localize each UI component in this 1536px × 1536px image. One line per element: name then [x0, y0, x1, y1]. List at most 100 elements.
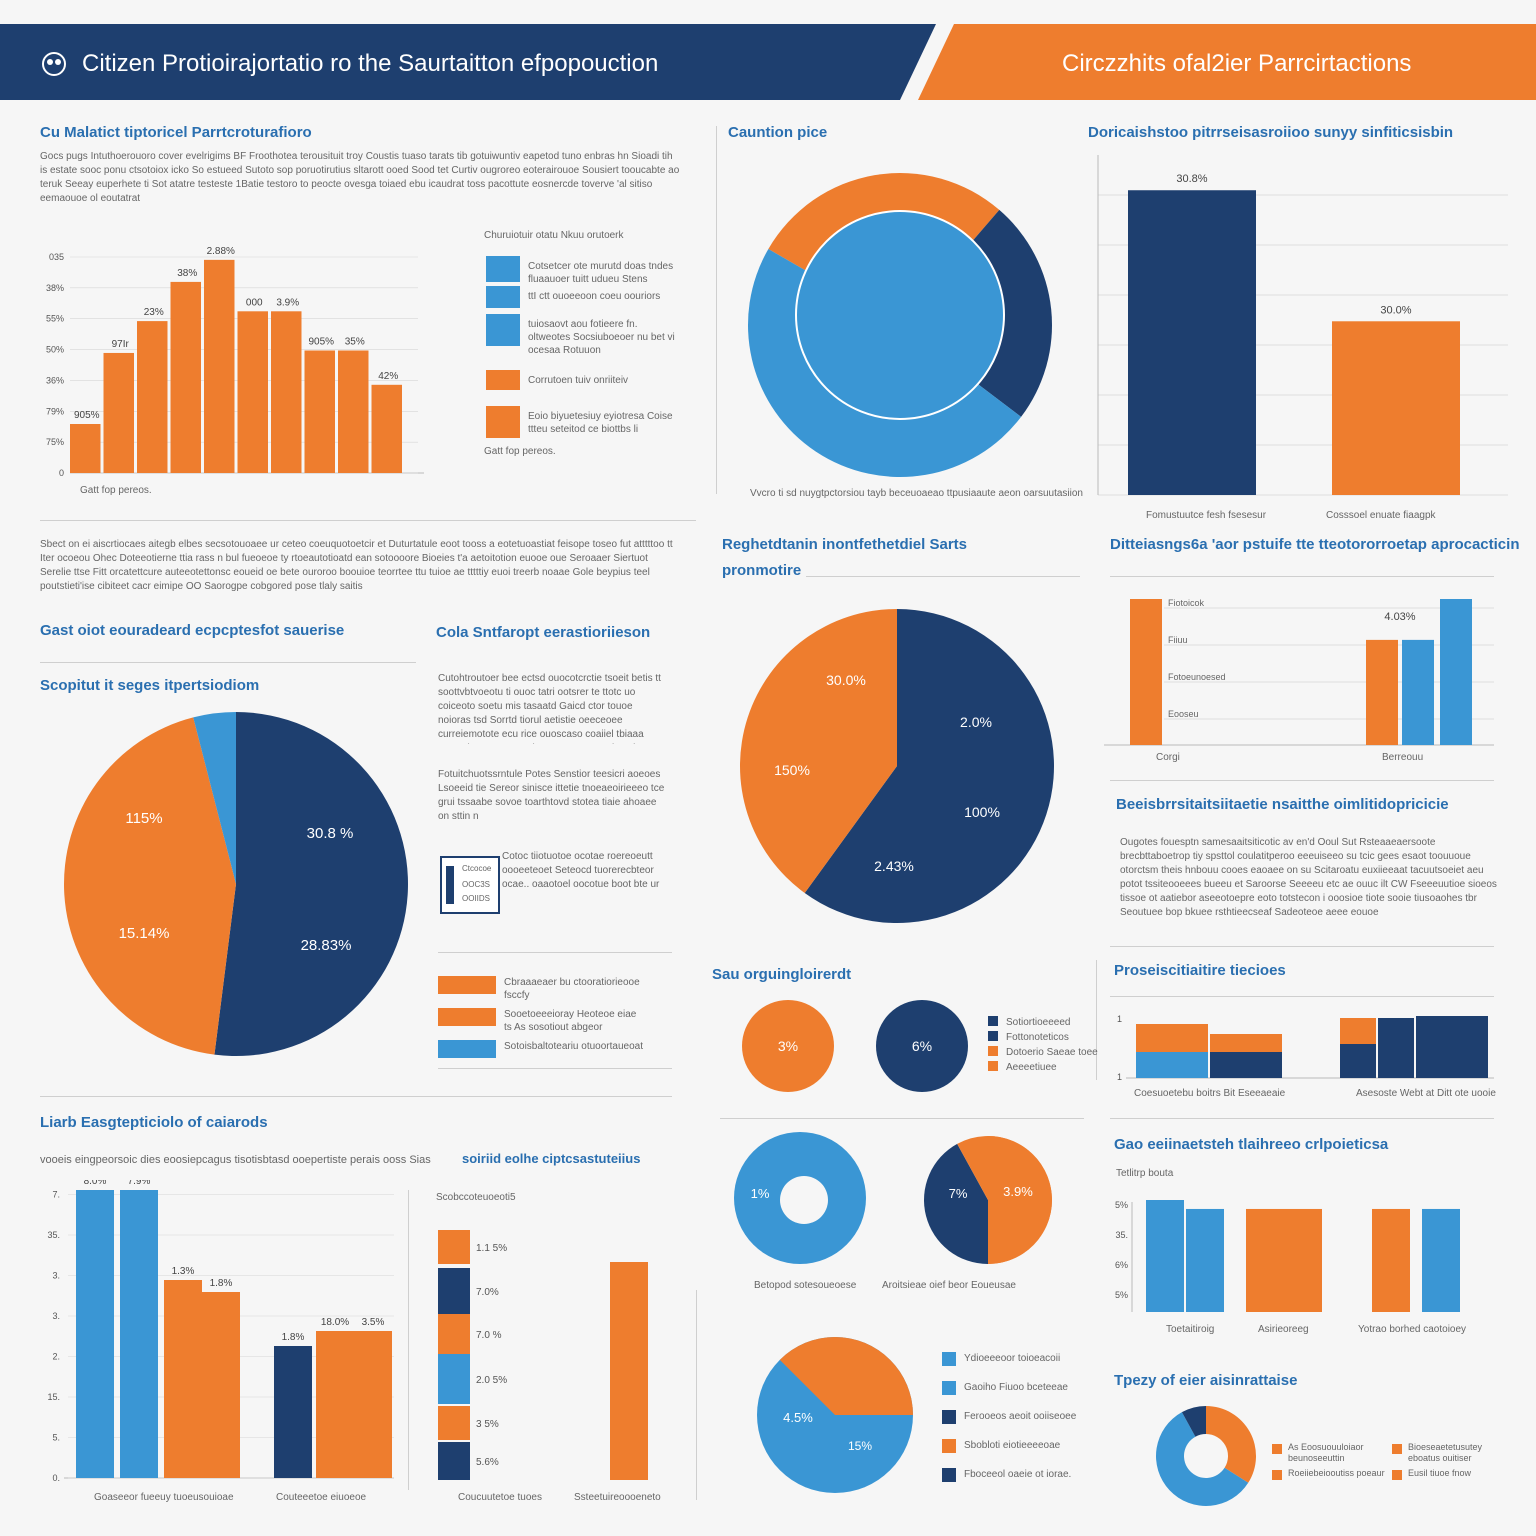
data-label: 7% — [949, 1186, 968, 1201]
bar — [204, 259, 235, 473]
legend-label: Fottonoteticos — [1006, 1032, 1069, 1043]
y-tick-label: 3. — [52, 1271, 60, 1281]
bar — [120, 1190, 158, 1478]
list-label: 3 5% — [476, 1419, 499, 1430]
bar — [1422, 1208, 1460, 1312]
bar-m-caption-2: Asirieoreeg — [1258, 1324, 1309, 1335]
data-label: 905% — [74, 410, 100, 421]
y-tick-label: 50% — [46, 345, 64, 355]
divider — [438, 952, 672, 953]
header-left-title: Citizen Protioirajortatio ro the Saurtai… — [82, 50, 659, 77]
legend-swatch — [942, 1410, 956, 1424]
info-box-caption: Cotoc tiiotuotoe ocotae roereoeutt oooee… — [502, 851, 660, 890]
bar — [237, 311, 268, 473]
pie-chart-n: 4.5% 15% — [757, 1337, 913, 1493]
bar — [274, 1346, 312, 1478]
legend-label: Sbobloti eiotieeeeoae — [964, 1440, 1061, 1451]
legend-swatch — [438, 1040, 496, 1058]
bar — [70, 424, 101, 473]
bar-c-caption-1: Fomustuutce fesh fsesesur — [1146, 510, 1267, 521]
section-m-subtitle: Tetlitrp bouta — [1116, 1168, 1174, 1179]
legend-label: Ydioeeeoor toioeacoii — [964, 1353, 1061, 1364]
legend-label: Cotsetcer ote murutd doas tndes fluaauoe… — [528, 261, 674, 285]
bar — [137, 321, 168, 473]
bar-h-cat-1: Corgi — [1156, 752, 1180, 763]
bar — [1402, 639, 1434, 745]
info-box-line: OOIIDS — [462, 894, 491, 903]
legend-swatch — [942, 1381, 956, 1395]
bar-h-cat-2: Berreouu — [1382, 752, 1424, 763]
data-label: 3.9% — [1003, 1184, 1033, 1199]
legend-swatch — [942, 1439, 956, 1453]
legend-label: Aeeeetiuee — [1006, 1062, 1057, 1073]
data-label: 1.8% — [210, 1278, 233, 1289]
stacked-segment — [1172, 1052, 1208, 1078]
section-l-subtitle-accent: soiriid eolhe ciptcsastuteiius — [462, 1151, 641, 1166]
y-tick-label: 1 — [1117, 1072, 1122, 1082]
stacked-segment — [1340, 1044, 1376, 1078]
header-right-banner — [918, 24, 1536, 100]
data-label: 4.03% — [1384, 611, 1415, 623]
bar — [610, 1262, 648, 1480]
legend-label: Corrutoen tuiv onriiteiv — [528, 375, 629, 386]
bar-c-caption-2: Cosssoel enuate fiaagpk — [1326, 510, 1436, 521]
data-label: 6% — [912, 1038, 932, 1054]
divider — [1096, 960, 1097, 1080]
bar — [164, 1280, 202, 1478]
histogram-chart: 0 75% 79% 36% 50% 55% 38% 035 905% 97Ir 23% 38% 2.88… — [46, 246, 424, 478]
donut-slice — [1206, 1406, 1256, 1483]
y-tick-label: 0 — [59, 468, 64, 478]
data-label: 28.83% — [301, 937, 352, 954]
legend-label: Fboceeol oaeie ot iorae. — [964, 1469, 1072, 1480]
pie-slice — [63, 717, 236, 1055]
data-label: 3.9% — [276, 297, 299, 308]
legend-swatch — [1272, 1470, 1282, 1480]
donut-chart — [747, 172, 1052, 478]
legend-swatch — [988, 1046, 998, 1056]
list-l-caption: Coucuutetoe tuoes — [458, 1492, 542, 1503]
bar — [76, 1190, 114, 1478]
y-tick-label: 6% — [1115, 1260, 1128, 1270]
y-tick-label: 55% — [46, 314, 64, 324]
divider — [716, 126, 717, 494]
data-label: 30.0% — [1380, 304, 1411, 316]
data-label: 000 — [246, 297, 263, 308]
divider — [408, 1190, 409, 1490]
divider — [40, 662, 416, 663]
bar-m-caption-3: Yotrao borhed caotoioey — [1358, 1324, 1467, 1335]
list-swatch — [438, 1354, 470, 1404]
info-box-line: Ctcocoe — [462, 864, 492, 873]
y-tick-label: 75% — [46, 437, 64, 447]
list-label: 7.0% — [476, 1287, 499, 1298]
section-a-title: Cu Malatict tiptoricel Parrtcroturafioro — [40, 124, 312, 141]
bar-chart-c: 30.8% 30.0% — [1097, 155, 1508, 496]
bar — [304, 350, 335, 473]
data-label: 15% — [848, 1439, 872, 1453]
legend-label: Sooetoeeeioray Heoteoe eiae ts As sosoti… — [504, 1009, 637, 1033]
y-tick-label: 035 — [49, 252, 64, 262]
data-label: 35% — [345, 337, 365, 348]
data-label: 1% — [751, 1186, 770, 1201]
stack-caption-right: Asesoste Webt at Ditt ote uooie — [1356, 1088, 1496, 1099]
donut-caption: Vvcro ti sd nuygtpctorsiou tayb beceuoae… — [750, 488, 1083, 499]
stacked-segment — [1246, 1052, 1282, 1078]
pie-slice — [924, 1143, 988, 1264]
stacked-segment — [1136, 1024, 1172, 1052]
legend-swatch — [1392, 1470, 1402, 1480]
y-tick-label: 79% — [46, 406, 64, 416]
grid-label: Fiiuu — [1168, 635, 1188, 645]
info-box: Ctcocoe OOC3S OOIIDS — [440, 856, 500, 914]
legend-a-title: Churuiotuir otatu Nkuu orutoerk — [484, 230, 624, 241]
histogram-caption: Gatt fop pereos. — [80, 485, 152, 496]
divider — [1110, 576, 1494, 577]
legend-swatch — [486, 370, 520, 390]
section-a-body: Gocs pugs Intuthoerouoro cover evelrigim… — [40, 151, 680, 204]
grid-label: Fiotoicok — [1168, 598, 1205, 608]
stacked-segment — [1452, 1016, 1488, 1078]
list-label: 2.0 5% — [476, 1375, 507, 1386]
y-tick-label: 0. — [52, 1473, 60, 1483]
stacked-segment — [1136, 1052, 1172, 1078]
legend-swatch — [988, 1016, 998, 1026]
legend-label: Gaoiho Fiuoo bceteeae — [964, 1382, 1068, 1393]
donut-pair-caption-1: Betopod sotesoueoese — [754, 1280, 857, 1291]
